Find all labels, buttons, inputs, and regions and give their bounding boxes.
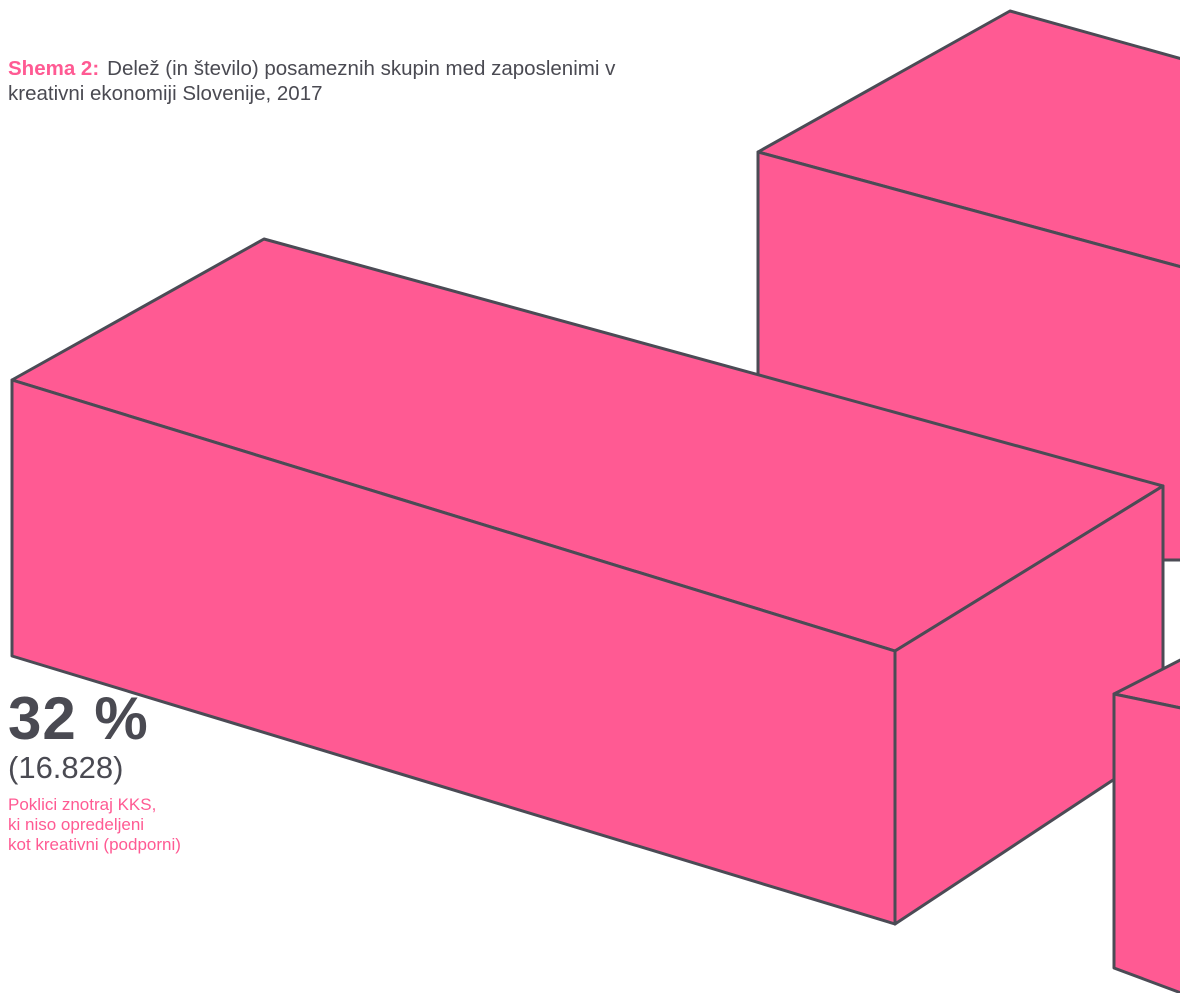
block-back-right-top xyxy=(756,9,1180,269)
caption-label: Shema 2: xyxy=(8,57,100,80)
caption-text: Delež (in število) posameznih skupin med… xyxy=(8,57,616,105)
blocks-group xyxy=(10,9,1180,993)
block-bottom-right-front xyxy=(1112,692,1180,993)
chart-caption: Shema 2: Delež (in število) posameznih sk… xyxy=(8,56,648,106)
count-value-label: (16.828) xyxy=(8,750,124,785)
value-label-group: 32 % (16.828) Poklici znotraj KKS, ki ni… xyxy=(8,688,328,855)
category-description-label: Poklici znotraj KKS, ki niso opredeljeni… xyxy=(8,795,181,854)
share-value-label: 32 % xyxy=(8,685,149,752)
